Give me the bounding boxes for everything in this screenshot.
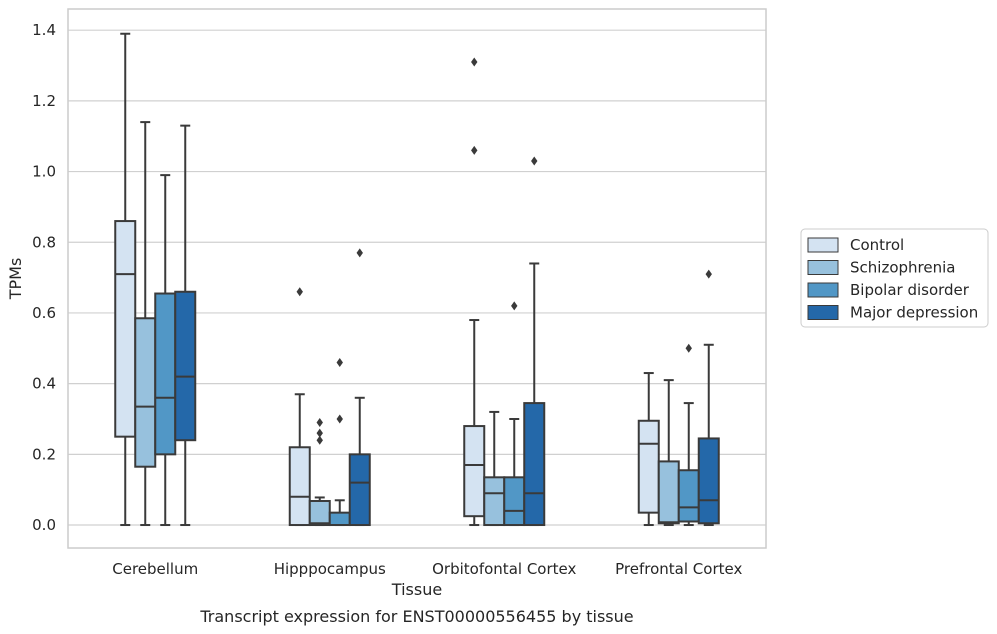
legend-item: Control — [807, 236, 904, 254]
y-tick-labels: 0.0 0.2 0.4 0.6 0.8 1.0 1.2 1.4 — [32, 21, 56, 534]
box-body — [523, 402, 546, 527]
box-control — [637, 372, 660, 527]
y-tick-label: 1.2 — [32, 92, 56, 110]
legend-swatch — [807, 237, 839, 253]
x-tick-label: Orbitofontal Cortex — [432, 560, 576, 578]
box-body — [308, 499, 331, 527]
box-major-depression — [348, 248, 371, 527]
figure-caption: Transcript expression for ENST0000055645… — [199, 607, 633, 626]
category-group — [637, 269, 720, 527]
y-tick-label: 0.2 — [32, 445, 56, 463]
plot-frame — [67, 8, 767, 549]
y-axis-label: TPMs — [6, 258, 25, 301]
box-schizophrenia — [308, 418, 331, 527]
x-tick-label: Cerebellum — [112, 560, 198, 578]
y-tick-label: 0.4 — [32, 375, 56, 393]
outlier-point — [316, 435, 323, 445]
outlier-point — [511, 301, 518, 311]
legend-swatch — [807, 282, 839, 298]
box-body — [677, 469, 700, 523]
x-axis-label: Tissue — [391, 580, 442, 599]
box-control — [288, 287, 311, 527]
box-schizophrenia — [657, 379, 680, 527]
box-body — [174, 290, 197, 442]
box-body — [637, 419, 660, 514]
legend-item: Schizophrenia — [807, 259, 955, 277]
box-control — [463, 57, 486, 527]
box-body — [328, 511, 351, 527]
legend-label: Bipolar disorder — [850, 281, 970, 299]
category-group — [463, 57, 546, 527]
box-bipolar-disorder — [328, 357, 351, 527]
box-schizophrenia — [134, 121, 157, 527]
legend-label: Schizophrenia — [850, 259, 955, 277]
x-tick-labels: Cerebellum Hipppocampus Orbitofontal Corte… — [112, 560, 742, 578]
outlier-point — [705, 269, 712, 279]
x-tick-label: Prefrontal Cortex — [615, 560, 742, 578]
outlier-point — [316, 418, 323, 428]
y-tick-label: 0.0 — [32, 516, 56, 534]
box-bipolar-disorder — [677, 343, 700, 527]
y-tick-label: 0.8 — [32, 233, 56, 251]
box-major-depression — [697, 269, 720, 527]
box-body — [134, 317, 157, 468]
box-body — [657, 460, 680, 525]
outlier-point — [531, 156, 538, 166]
legend: Control Schizophrenia Bipolar disorder Majo… — [800, 228, 989, 328]
outlier-point — [356, 248, 363, 258]
legend-frame — [800, 228, 989, 328]
outlier-point — [316, 428, 323, 438]
legend-swatch — [807, 305, 839, 320]
outlier-point — [296, 287, 303, 297]
box-groups — [114, 32, 720, 527]
box-bipolar-disorder — [503, 301, 526, 527]
outlier-point — [471, 145, 478, 155]
box-major-depression — [174, 124, 197, 527]
outlier-point — [471, 57, 478, 67]
legend-item: Bipolar disorder — [807, 281, 970, 299]
box-body — [348, 453, 371, 527]
category-group — [114, 32, 197, 527]
y-tick-label: 0.6 — [32, 304, 56, 322]
box-schizophrenia — [483, 410, 506, 527]
outlier-point — [336, 414, 343, 424]
box-body — [288, 446, 311, 527]
y-tick-label: 1.4 — [32, 21, 56, 39]
category-group — [288, 248, 371, 527]
y-tick-label: 1.0 — [32, 163, 56, 181]
legend-swatch — [807, 260, 839, 275]
box-body — [483, 476, 506, 527]
outlier-point — [336, 357, 343, 367]
legend-item: Major depression — [807, 304, 978, 322]
outlier-point — [685, 343, 692, 353]
box-body — [503, 476, 526, 527]
box-body — [697, 437, 720, 525]
legend-label: Major depression — [850, 304, 978, 322]
box-major-depression — [523, 156, 546, 527]
box-body — [463, 425, 486, 518]
box-control — [114, 32, 137, 527]
box-body — [114, 220, 137, 438]
box-bipolar-disorder — [154, 174, 177, 527]
x-tick-label: Hipppocampus — [274, 560, 386, 578]
box-body — [154, 292, 177, 456]
legend-label: Control — [850, 236, 904, 254]
